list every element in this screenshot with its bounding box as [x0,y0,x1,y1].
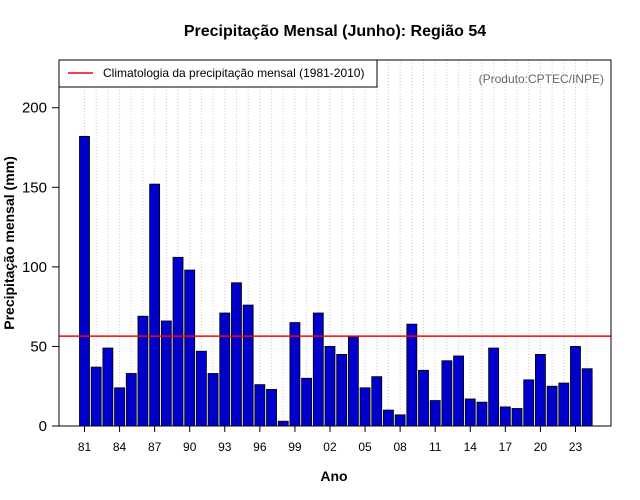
bar-1984 [114,387,125,427]
y-tick-label: 200 [22,100,47,117]
bar-1982 [90,366,102,427]
source-note: (Produto:CPTEC/INPE) [479,72,604,86]
x-tick-label: 11 [429,440,442,454]
x-tick-label: 99 [288,440,302,454]
y-tick-label: 100 [22,259,47,276]
bar-2006 [371,376,383,427]
bar-2022 [558,382,570,427]
x-tick-label: 17 [499,440,513,454]
bar-2004 [347,336,359,427]
bar-1986 [137,315,149,427]
bar-1992 [207,373,219,427]
bar-1998 [277,420,289,427]
legend-box [58,59,378,88]
y-axis-title: Precipitação mensal (mm) [1,156,17,330]
bar-2010 [418,369,429,427]
bar-2013 [453,355,464,427]
bars [79,135,593,427]
bar-2011 [429,400,441,427]
bar-2001 [312,312,324,427]
bar-1994 [231,282,242,427]
bar-2023 [570,346,581,427]
y-axis: 0 50 100 150 200 [22,100,59,435]
x-tick-label: 81 [78,440,92,454]
bar-1999 [289,322,301,427]
bar-2014 [464,398,476,427]
x-tick-label: 02 [323,440,337,454]
y-tick-label: 50 [30,338,47,355]
bar-2016 [488,347,500,427]
bar-2020 [535,353,546,427]
bar-2007 [383,409,394,427]
bar-2012 [441,360,453,427]
x-tick-label: 96 [253,440,267,454]
bar-1989 [172,256,184,427]
x-axis: 81 84 87 90 93 96 99 02 05 08 11 14 17 20 23 [78,426,583,454]
y-tick-label: 0 [39,418,47,435]
bar-2019 [523,379,535,427]
legend: Climatologia da precipitação mensal (198… [58,59,378,88]
bar-2005 [359,387,371,427]
bar-2002 [324,346,336,427]
bar-1983 [102,347,114,427]
x-tick-label: 08 [393,440,407,454]
bar-1985 [125,373,137,427]
bar-1991 [195,350,207,427]
bar-1990 [184,269,196,427]
y-tick-label: 150 [22,179,47,196]
bar-1981 [79,135,90,427]
bar-2021 [546,385,558,427]
chart-title: Precipitação Mensal (Junho): Região 54 [184,23,486,40]
bar-1997 [266,388,277,427]
x-tick-label: 93 [218,440,232,454]
x-tick-label: 23 [569,440,583,454]
bar-2009 [406,323,418,427]
bar-2015 [476,401,488,427]
bar-2008 [394,414,406,427]
legend-label: Climatologia da precipitação mensal (198… [103,66,364,80]
bar-2018 [511,408,523,427]
bar-1987 [149,183,161,427]
bar-1995 [242,304,254,427]
x-tick-label: 20 [534,440,548,454]
x-tick-label: 14 [464,440,478,454]
x-tick-label: 05 [358,440,372,454]
x-tick-label: 87 [148,440,162,454]
grid [84,60,588,426]
bar-1996 [254,384,266,427]
x-tick-label: 90 [183,440,197,454]
bar-2017 [499,406,511,427]
bar-2000 [301,377,313,427]
bar-2024 [581,368,593,427]
bar-1993 [219,312,231,427]
bar-2003 [336,353,348,427]
x-axis-title: Ano [320,468,347,484]
x-tick-label: 84 [113,440,127,454]
